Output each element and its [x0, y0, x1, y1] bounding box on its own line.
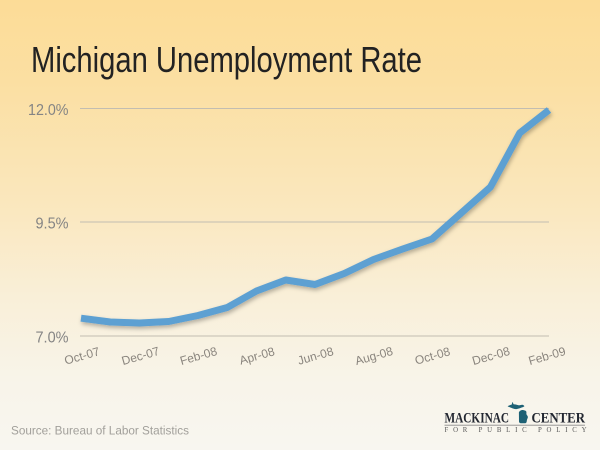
svg-text:Feb-09: Feb-09	[527, 344, 568, 368]
svg-text:Source: Bureau of Labor Statis: Source: Bureau of Labor Statistics	[11, 424, 189, 438]
svg-text:Oct-08: Oct-08	[413, 344, 452, 367]
svg-text:Jun-08: Jun-08	[296, 344, 335, 368]
svg-text:Feb-08: Feb-08	[178, 344, 219, 368]
svg-text:Dec-08: Dec-08	[470, 344, 511, 368]
svg-text:7.0%: 7.0%	[36, 330, 69, 347]
svg-text:FOR PUBLIC POLICY: FOR PUBLIC POLICY	[445, 427, 589, 434]
svg-text:Aug-08: Aug-08	[353, 344, 394, 368]
svg-text:CENTER: CENTER	[532, 411, 586, 427]
svg-text:Dec-07: Dec-07	[120, 344, 161, 368]
svg-text:Michigan Unemployment Rate: Michigan Unemployment Rate	[31, 39, 422, 80]
svg-text:Apr-08: Apr-08	[238, 344, 277, 367]
svg-text:MACKINAC: MACKINAC	[445, 411, 510, 427]
svg-text:Oct-07: Oct-07	[63, 344, 102, 367]
svg-text:12.0%: 12.0%	[28, 102, 69, 119]
svg-text:9.5%: 9.5%	[36, 216, 69, 233]
